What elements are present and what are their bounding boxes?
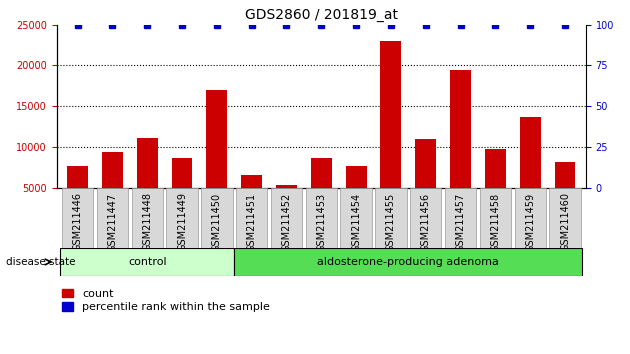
FancyBboxPatch shape — [236, 188, 267, 248]
Bar — [102, 152, 123, 188]
Bar — [554, 162, 575, 188]
Bar — [67, 166, 88, 188]
Text: GSM211454: GSM211454 — [351, 193, 361, 252]
FancyBboxPatch shape — [271, 188, 302, 248]
Text: GSM211450: GSM211450 — [212, 193, 222, 252]
Bar — [60, 248, 234, 276]
Text: GSM211456: GSM211456 — [421, 193, 431, 252]
Text: GSM211449: GSM211449 — [177, 193, 187, 251]
Bar — [241, 176, 262, 188]
Bar — [311, 158, 332, 188]
FancyBboxPatch shape — [549, 188, 581, 248]
Bar — [381, 41, 401, 188]
Text: GSM211446: GSM211446 — [72, 193, 83, 251]
Text: GSM211451: GSM211451 — [247, 193, 256, 252]
FancyBboxPatch shape — [97, 188, 128, 248]
Title: GDS2860 / 201819_at: GDS2860 / 201819_at — [245, 8, 398, 22]
FancyBboxPatch shape — [340, 188, 372, 248]
FancyBboxPatch shape — [201, 188, 232, 248]
FancyBboxPatch shape — [515, 188, 546, 248]
Text: GSM211447: GSM211447 — [107, 193, 117, 252]
FancyBboxPatch shape — [62, 188, 93, 248]
Bar — [276, 185, 297, 188]
FancyBboxPatch shape — [410, 188, 442, 248]
FancyBboxPatch shape — [306, 188, 337, 248]
Bar — [520, 117, 541, 188]
Bar — [207, 90, 227, 188]
FancyBboxPatch shape — [132, 188, 163, 248]
Text: aldosterone-producing adenoma: aldosterone-producing adenoma — [318, 257, 500, 267]
Text: disease state: disease state — [6, 257, 76, 267]
Text: GSM211458: GSM211458 — [490, 193, 500, 252]
Text: GSM211457: GSM211457 — [455, 193, 466, 252]
Bar — [234, 248, 582, 276]
Text: GSM211453: GSM211453 — [316, 193, 326, 252]
Text: control: control — [128, 257, 166, 267]
FancyBboxPatch shape — [375, 188, 406, 248]
Text: GSM211448: GSM211448 — [142, 193, 152, 251]
Text: GSM211452: GSM211452 — [282, 193, 292, 252]
Legend: count, percentile rank within the sample: count, percentile rank within the sample — [62, 289, 270, 312]
Text: GSM211459: GSM211459 — [525, 193, 536, 252]
Bar — [137, 138, 158, 188]
FancyBboxPatch shape — [445, 188, 476, 248]
Text: GSM211460: GSM211460 — [560, 193, 570, 251]
Bar — [415, 139, 436, 188]
Bar — [171, 158, 193, 188]
Bar — [450, 70, 471, 188]
Text: GSM211455: GSM211455 — [386, 193, 396, 252]
FancyBboxPatch shape — [166, 188, 198, 248]
Bar — [346, 166, 367, 188]
Bar — [485, 149, 506, 188]
FancyBboxPatch shape — [479, 188, 511, 248]
